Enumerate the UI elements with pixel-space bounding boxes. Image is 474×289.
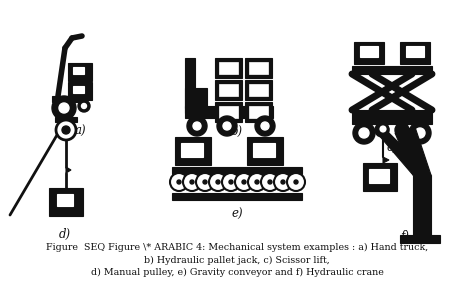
Circle shape [59,103,69,113]
Bar [68,63,92,81]
Bar [172,167,302,174]
Circle shape [222,173,240,191]
Text: e): e) [231,208,243,221]
Circle shape [274,173,292,191]
Bar [247,137,283,165]
Polygon shape [377,127,431,175]
Bar [172,193,302,200]
Circle shape [255,180,259,184]
Circle shape [183,173,201,191]
Bar [413,175,431,240]
Circle shape [187,116,207,136]
Bar [352,118,432,124]
Bar [249,106,268,118]
Bar [185,58,195,113]
Circle shape [52,96,76,120]
Circle shape [268,180,272,184]
Bar [352,110,432,118]
Circle shape [223,122,231,130]
Bar [215,80,242,100]
Circle shape [255,116,275,136]
Bar [185,88,207,108]
Text: b): b) [231,125,243,138]
Circle shape [217,116,237,136]
Bar [73,86,84,93]
Bar [55,117,77,122]
Bar [369,169,389,183]
Circle shape [287,173,305,191]
Bar [215,58,242,78]
Text: a): a) [74,125,86,138]
Circle shape [395,123,409,137]
Polygon shape [383,157,389,163]
Circle shape [229,180,233,184]
Bar [245,80,272,100]
Circle shape [375,123,389,137]
Polygon shape [66,167,71,173]
Circle shape [261,173,279,191]
Bar [249,84,268,96]
Bar [185,106,273,118]
Text: c): c) [386,142,398,155]
Bar [245,102,272,122]
Text: b) Hydraulic pallet jack, c) Scissor lift,: b) Hydraulic pallet jack, c) Scissor lif… [144,256,330,265]
Bar [175,137,211,165]
Bar [400,235,440,243]
Circle shape [248,173,266,191]
Bar [245,58,272,78]
Circle shape [56,120,76,140]
Circle shape [294,180,298,184]
Bar [52,96,84,102]
Bar [219,84,238,96]
Circle shape [203,180,207,184]
Circle shape [261,122,269,130]
Circle shape [242,180,246,184]
Text: d): d) [59,228,71,241]
Circle shape [177,180,181,184]
Circle shape [62,126,70,134]
Bar [73,67,84,74]
Text: d) Manual pulley, e) Gravity conveyor and f) Hydraulic crane: d) Manual pulley, e) Gravity conveyor an… [91,268,383,277]
Bar [181,143,203,157]
Bar [249,62,268,74]
Bar [253,143,275,157]
Bar [363,163,397,191]
Bar [406,46,424,57]
Bar [400,42,430,64]
Circle shape [359,128,369,138]
Bar [219,106,238,118]
Bar [49,188,83,216]
Circle shape [353,122,375,144]
Bar [354,42,384,64]
Circle shape [170,173,188,191]
Circle shape [193,122,201,130]
Polygon shape [395,127,431,175]
Circle shape [82,103,86,108]
Circle shape [78,100,90,112]
Bar [360,46,378,57]
Text: f): f) [401,230,410,243]
Bar [219,62,238,74]
Circle shape [196,173,214,191]
Bar [352,66,432,74]
Circle shape [378,124,388,134]
Circle shape [235,173,253,191]
Circle shape [209,173,227,191]
Text: Figure  SEQ Figure \* ARABIC 4: Mechanical system examples : a) Hand truck,: Figure SEQ Figure \* ARABIC 4: Mechanica… [46,243,428,252]
Bar [68,82,92,100]
Circle shape [216,180,220,184]
Circle shape [190,180,194,184]
Circle shape [409,122,431,144]
Circle shape [281,180,285,184]
Bar [57,194,73,206]
Bar [215,102,242,122]
Circle shape [415,128,425,138]
